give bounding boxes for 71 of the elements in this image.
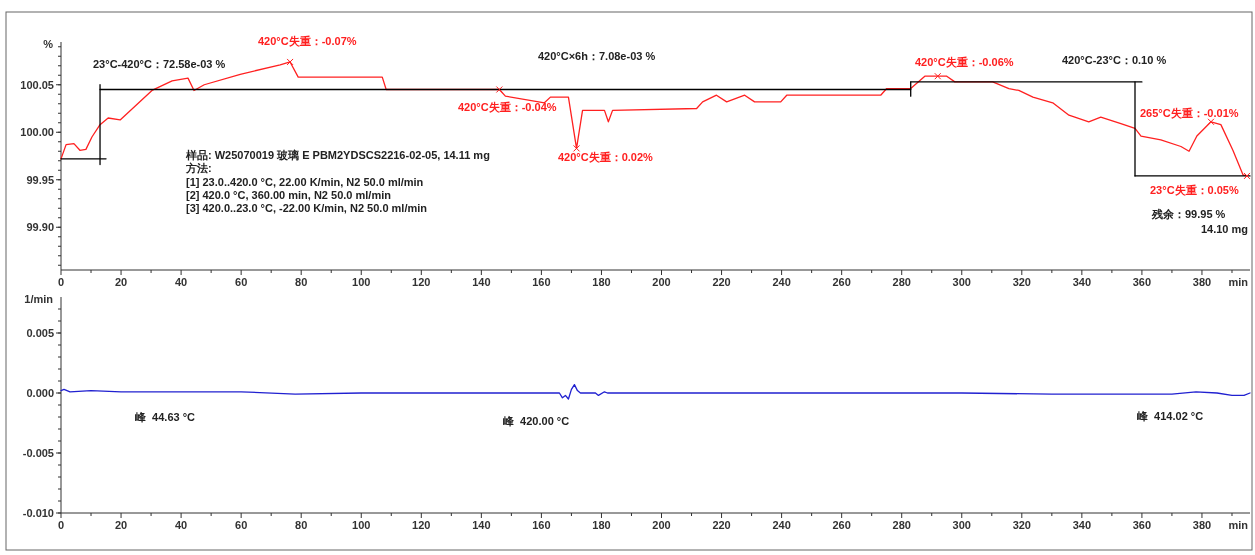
- x-tick-label: 220: [712, 276, 731, 288]
- x-tick-label: 380: [1192, 276, 1212, 288]
- annotation: 265°C失重：-0.01%: [1140, 107, 1239, 119]
- x-tick-label: 260: [832, 519, 851, 531]
- x-tick-label: 40: [174, 519, 188, 531]
- x-tick-label: 260: [832, 276, 851, 288]
- x-tick-label: 60: [235, 519, 248, 531]
- x-tick-label: 140: [472, 519, 491, 531]
- x-tick-label: 240: [772, 276, 791, 288]
- x-tick-label: 100: [352, 519, 371, 531]
- annotation: 方法:: [185, 162, 212, 174]
- y-tick-label: -0.005: [22, 447, 54, 459]
- x-tick-label: 80: [295, 519, 308, 531]
- annotation: 420°C-23°C：0.10 %: [1062, 54, 1167, 66]
- y-tick-label: 100.00: [20, 126, 54, 139]
- annotation: 23°C-420°C：72.58e-03 %: [93, 58, 226, 70]
- x-tick-label: 200: [652, 276, 671, 288]
- x-tick-label: 20: [114, 519, 128, 531]
- annotation: [1] 23.0..420.0 °C, 22.00 K/min, N2 50.0 ml/min: [186, 176, 424, 188]
- x-tick-label: 160: [532, 519, 551, 531]
- x-tick-label: 180: [592, 519, 611, 531]
- x-tick-label: 180: [592, 276, 611, 288]
- x-tick-label: 360: [1132, 519, 1152, 531]
- annotation: 峰 44.63 °C: [135, 411, 196, 423]
- y-axis-title: %: [43, 38, 54, 50]
- annotation: 残余：99.95 %: [1151, 208, 1226, 220]
- x-tick-label: 60: [235, 276, 248, 288]
- annotation: 420°C×6h：7.08e-03 %: [538, 50, 656, 62]
- annotation: [2] 420.0 °C, 360.00 min, N2 50.0 ml/min: [186, 189, 392, 201]
- annotation: 峰 414.02 °C: [1137, 410, 1204, 422]
- annotation: 峰 420.00 °C: [503, 415, 570, 427]
- y-tick-label: 99.90: [26, 221, 54, 234]
- x-axis-title: min: [1228, 276, 1249, 288]
- x-tick-label: 360: [1132, 276, 1152, 288]
- x-tick-label: 300: [952, 519, 971, 531]
- x-tick-label: 340: [1072, 276, 1092, 288]
- x-axis-title: min: [1228, 519, 1249, 531]
- annotation: 23°C失重：0.05%: [1150, 184, 1239, 196]
- x-tick-label: 100: [352, 276, 371, 288]
- x-tick-label: 140: [472, 276, 491, 288]
- x-tick-label: 0: [57, 519, 65, 531]
- annotation: 样品: W25070019 玻璃 E PBM2YDSCS2216-02-05, 14.11 mg: [185, 149, 490, 161]
- y-tick-label: 100.05: [20, 78, 54, 91]
- x-tick-label: 280: [892, 519, 911, 531]
- y-axis-title: 1/min: [24, 293, 54, 305]
- x-tick-label: 20: [114, 276, 128, 288]
- x-tick-label: 200: [652, 519, 671, 531]
- x-tick-label: 340: [1072, 519, 1092, 531]
- x-tick-label: 80: [295, 276, 308, 288]
- x-tick-label: 40: [174, 276, 188, 288]
- annotation: [3] 420.0..23.0 °C, -22.00 K/min, N2 50.0 ml/min: [186, 202, 428, 214]
- x-tick-label: 120: [412, 519, 431, 531]
- x-tick-label: 240: [772, 519, 791, 531]
- y-tick-label: -0.010: [22, 507, 54, 519]
- x-tick-label: 160: [532, 276, 551, 288]
- y-tick-label: 0.000: [26, 387, 54, 399]
- x-tick-label: 320: [1012, 519, 1031, 531]
- annotation: 420°C失重：-0.06%: [915, 56, 1014, 68]
- annotation: 420°C失重：-0.07%: [258, 35, 357, 47]
- x-tick-label: 320: [1012, 276, 1031, 288]
- annotation: 420°C失重：0.02%: [558, 151, 654, 163]
- y-tick-label: 99.95: [26, 173, 54, 186]
- x-tick-label: 220: [712, 519, 731, 531]
- y-tick-label: 0.005: [26, 327, 54, 339]
- x-tick-label: 120: [412, 276, 431, 288]
- x-tick-label: 380: [1192, 519, 1212, 531]
- annotation: 420°C失重：-0.04%: [458, 101, 557, 113]
- x-tick-label: 280: [892, 276, 911, 288]
- annotation: 14.10 mg: [1200, 223, 1248, 235]
- x-tick-label: 0: [57, 276, 65, 288]
- x-tick-label: 300: [952, 276, 971, 288]
